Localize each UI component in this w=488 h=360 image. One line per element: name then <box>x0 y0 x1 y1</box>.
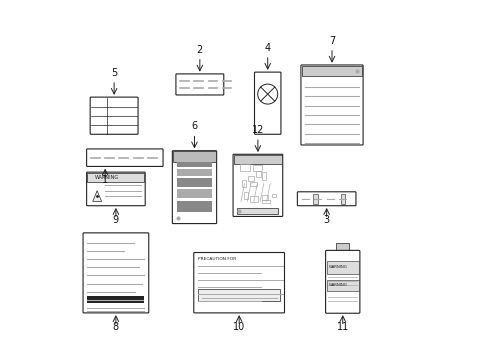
Bar <box>261 199 269 203</box>
Text: 5: 5 <box>111 68 117 78</box>
Bar <box>326 261 358 274</box>
FancyBboxPatch shape <box>300 65 363 145</box>
Text: 9: 9 <box>113 215 119 225</box>
Bar <box>237 207 278 214</box>
Bar <box>87 173 144 182</box>
Bar <box>176 169 212 176</box>
Bar <box>176 178 212 187</box>
Bar <box>256 171 261 177</box>
Bar <box>87 296 144 303</box>
Bar <box>301 66 362 76</box>
Text: 10: 10 <box>233 322 245 332</box>
FancyBboxPatch shape <box>176 74 224 95</box>
FancyBboxPatch shape <box>325 250 359 313</box>
Text: WARNING: WARNING <box>328 265 346 269</box>
Bar <box>313 194 317 204</box>
Text: 4: 4 <box>264 43 270 53</box>
Bar <box>252 165 261 171</box>
FancyBboxPatch shape <box>254 72 281 134</box>
FancyBboxPatch shape <box>90 97 138 134</box>
Bar <box>243 192 247 199</box>
Text: 6: 6 <box>191 121 197 131</box>
FancyBboxPatch shape <box>233 154 282 216</box>
Bar <box>249 196 258 202</box>
Text: 12: 12 <box>251 125 264 135</box>
Text: 2: 2 <box>196 45 203 55</box>
Text: 3: 3 <box>323 215 329 225</box>
Bar <box>176 162 212 167</box>
Text: 7: 7 <box>328 36 334 46</box>
Text: 8: 8 <box>113 322 119 332</box>
Text: 11: 11 <box>336 322 348 332</box>
Bar <box>176 202 212 212</box>
Text: WARNING: WARNING <box>94 175 119 180</box>
Bar <box>262 172 265 180</box>
Bar <box>233 155 282 164</box>
Bar <box>271 194 276 197</box>
Bar <box>340 194 344 204</box>
Bar <box>326 280 358 291</box>
FancyBboxPatch shape <box>86 172 145 206</box>
Bar <box>176 189 212 198</box>
Text: 1: 1 <box>102 175 108 185</box>
Bar <box>249 182 256 186</box>
FancyBboxPatch shape <box>83 233 148 313</box>
Bar <box>198 289 280 301</box>
Bar <box>262 195 267 200</box>
Bar <box>336 243 348 253</box>
FancyBboxPatch shape <box>172 151 216 224</box>
Bar <box>242 180 245 187</box>
Bar <box>247 176 253 181</box>
Bar <box>173 152 216 162</box>
Text: WARNING: WARNING <box>328 283 346 287</box>
Text: PRECAUTION FOR: PRECAUTION FOR <box>198 257 236 261</box>
FancyBboxPatch shape <box>297 192 355 206</box>
FancyBboxPatch shape <box>193 252 284 313</box>
FancyBboxPatch shape <box>86 149 163 166</box>
Bar <box>240 164 250 171</box>
Polygon shape <box>93 191 102 202</box>
